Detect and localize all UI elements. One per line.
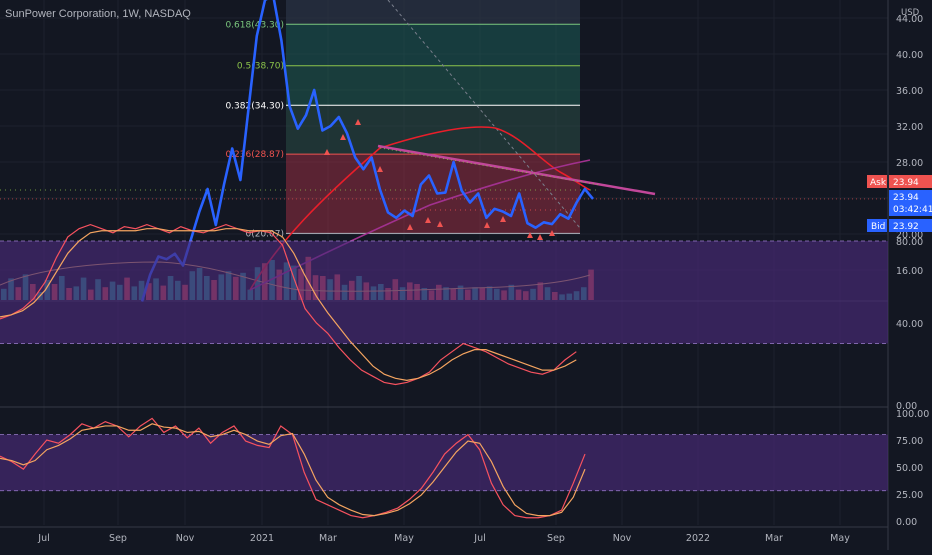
fib-level-label: 0.382(34.30) xyxy=(225,101,284,111)
rsi-signal-line xyxy=(0,228,577,382)
time-tick-label: Mar xyxy=(319,533,337,544)
trendline xyxy=(377,144,656,196)
count-marker xyxy=(484,222,490,228)
stoch-tick-label: 0.00 xyxy=(896,517,917,528)
stoch-d-line xyxy=(0,423,586,517)
fib-zone xyxy=(286,24,580,66)
price-tick-label: 36.00 xyxy=(896,86,923,97)
time-tick-label: Sep xyxy=(547,533,565,544)
price-series xyxy=(140,0,595,302)
fib-zone xyxy=(286,65,580,106)
time-tick-label: Mar xyxy=(765,533,783,544)
fib-zone-top xyxy=(286,0,580,25)
count-marker xyxy=(377,166,383,172)
price-tags: Ask 23.94 23.94 03:42:41 Bid 23.92 xyxy=(867,175,932,232)
price-line xyxy=(140,0,595,302)
rsi-tick-label: 80.00 xyxy=(896,237,923,248)
ask-tag xyxy=(867,175,887,188)
price-tick-label: 32.00 xyxy=(896,122,923,133)
count-marker xyxy=(355,119,361,125)
bid-tag xyxy=(867,219,887,232)
ma-red-line xyxy=(249,126,591,291)
count-marker xyxy=(340,134,346,140)
fib-level-label: 0(20.07) xyxy=(245,229,284,239)
fib-level-label: 0.618(43.30) xyxy=(225,20,284,30)
price-tick-label: 44.00 xyxy=(896,14,923,25)
ask-label: Ask xyxy=(870,178,887,188)
count-marker xyxy=(527,232,533,238)
count-marker xyxy=(549,230,555,236)
stoch-tick-label: 100.00 xyxy=(896,409,929,420)
axes: USD44.0040.0036.0032.0028.0024.0020.0016… xyxy=(37,8,929,544)
time-tick-label: Jul xyxy=(37,533,49,544)
price-tick-label: 20.00 xyxy=(896,230,923,241)
price-tick-label: 40.00 xyxy=(896,50,923,61)
time-tick-label: 2022 xyxy=(686,533,710,544)
fib-level-label: 0.236(28.87) xyxy=(225,150,284,160)
fib-retracement: 0.618(43.30) 0.5(38.70) 0.382(34.30) 0.236(… xyxy=(0,0,888,239)
count-marker xyxy=(500,216,506,222)
fib-level-label: 0.5(38.70) xyxy=(237,62,284,72)
time-tick-label: May xyxy=(830,533,850,544)
last-price-value: 23.94 xyxy=(893,193,919,203)
bid-value: 23.92 xyxy=(893,222,919,232)
fib-zone xyxy=(286,105,580,155)
time-tick-label: Nov xyxy=(176,533,195,544)
time-tick-label: Sep xyxy=(109,533,127,544)
fib-trend-line xyxy=(387,0,581,229)
bid-label: Bid xyxy=(871,222,885,232)
ask-value-tag xyxy=(889,175,932,188)
last-price-tag xyxy=(889,190,932,216)
price-tick-label: 28.00 xyxy=(896,158,923,169)
count-marker xyxy=(537,234,543,240)
count-marker xyxy=(324,149,330,155)
time-tick-label: May xyxy=(394,533,414,544)
stoch-tick-label: 25.00 xyxy=(896,490,923,501)
rsi-band xyxy=(0,241,888,344)
count-marker xyxy=(407,224,413,230)
countdown: 03:42:41 xyxy=(893,205,932,215)
rsi-tick-label: 0.00 xyxy=(896,401,917,412)
time-tick-label: 2021 xyxy=(250,533,274,544)
price-tick-label: 16.00 xyxy=(896,266,923,277)
stoch-tick-label: 50.00 xyxy=(896,463,923,474)
stoch-tick-label: 75.00 xyxy=(896,436,923,447)
stoch-band xyxy=(0,434,888,491)
oscillators xyxy=(0,223,888,519)
rsi-tick-label: 40.00 xyxy=(896,319,923,330)
chart-title: SunPower Corporation, 1W, NASDAQ xyxy=(5,8,191,20)
count-marker xyxy=(437,221,443,227)
currency-label: USD xyxy=(901,8,920,18)
bid-value-tag xyxy=(889,219,932,232)
time-tick-label: Jul xyxy=(473,533,485,544)
time-tick-label: Nov xyxy=(613,533,632,544)
fib-zone-red xyxy=(286,154,580,234)
ask-value: 23.94 xyxy=(893,178,919,188)
count-marker xyxy=(425,217,431,223)
